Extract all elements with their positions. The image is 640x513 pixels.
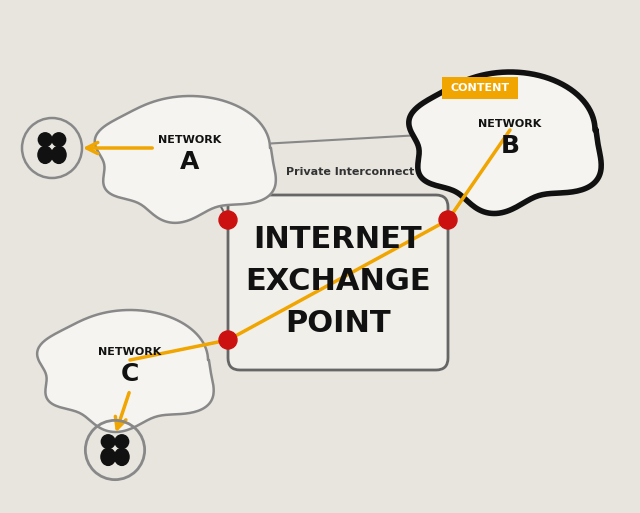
Text: NETWORK: NETWORK [478, 119, 541, 129]
Text: A: A [180, 150, 200, 174]
Polygon shape [95, 96, 276, 223]
Text: C: C [121, 362, 139, 386]
FancyBboxPatch shape [442, 77, 518, 99]
Circle shape [52, 133, 66, 147]
Polygon shape [409, 72, 601, 213]
Text: Private Interconnect: Private Interconnect [286, 167, 414, 177]
Text: INTERNET: INTERNET [253, 226, 422, 254]
Text: B: B [500, 134, 520, 158]
Circle shape [439, 211, 457, 229]
Text: EXCHANGE: EXCHANGE [245, 267, 431, 297]
Text: POINT: POINT [285, 309, 391, 339]
Circle shape [115, 435, 129, 448]
Polygon shape [37, 310, 214, 432]
Text: CONTENT: CONTENT [451, 83, 509, 93]
Ellipse shape [101, 448, 115, 465]
Ellipse shape [38, 146, 52, 163]
Ellipse shape [115, 448, 129, 465]
Text: NETWORK: NETWORK [158, 135, 221, 145]
Circle shape [219, 211, 237, 229]
Circle shape [219, 331, 237, 349]
Text: NETWORK: NETWORK [99, 347, 162, 357]
Ellipse shape [52, 146, 66, 163]
FancyBboxPatch shape [228, 195, 448, 370]
Circle shape [101, 435, 115, 448]
Circle shape [38, 133, 52, 147]
